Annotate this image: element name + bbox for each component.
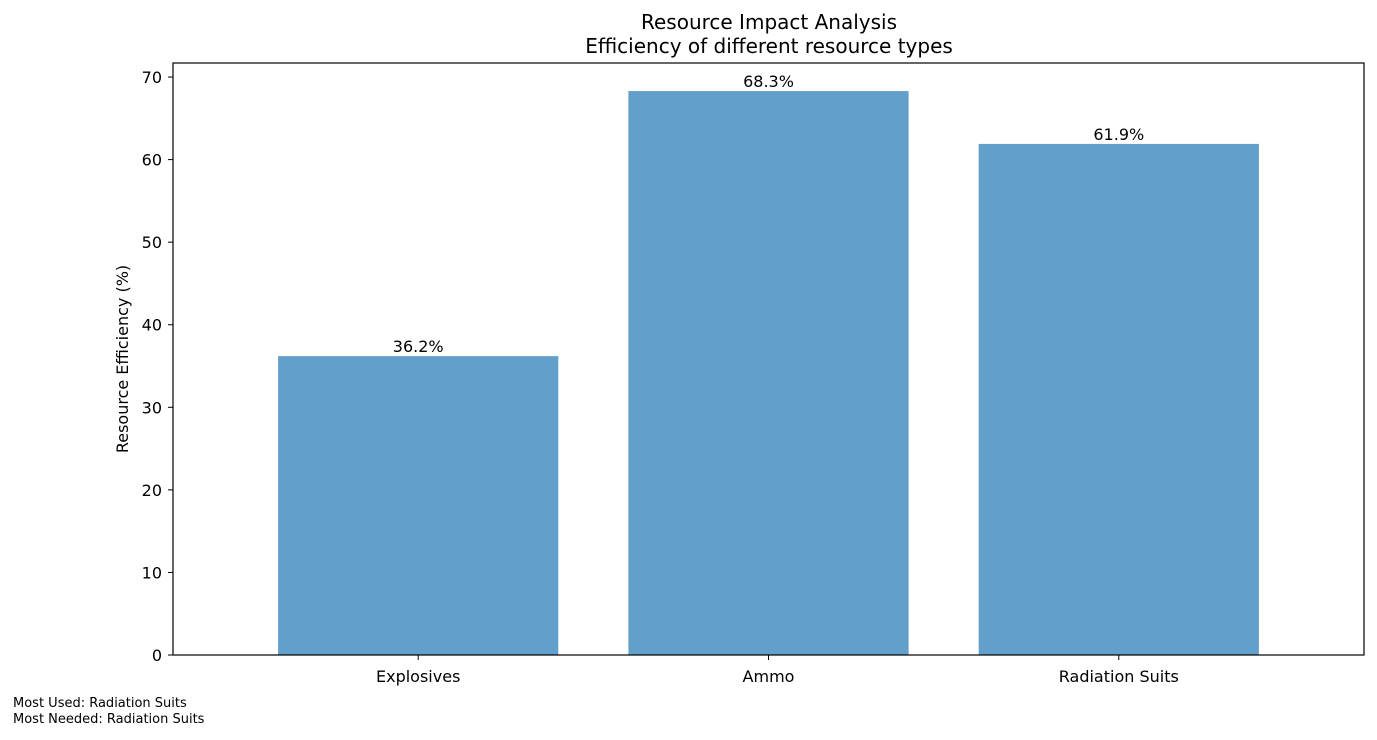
y-axis-label: Resource Efficiency (%) bbox=[113, 265, 132, 453]
y-tick-label: 0 bbox=[152, 646, 162, 665]
bar-value-label: 68.3% bbox=[743, 72, 794, 91]
chart-title: Resource Impact Analysis bbox=[641, 10, 897, 34]
bar-value-label: 36.2% bbox=[393, 337, 444, 356]
y-tick-label: 20 bbox=[142, 481, 162, 500]
x-tick-label: Radiation Suits bbox=[1059, 667, 1179, 686]
y-axis: 0 10 20 30 40 50 60 70 bbox=[142, 68, 173, 665]
bar-explosives bbox=[278, 356, 559, 655]
y-tick-label: 10 bbox=[142, 563, 162, 582]
bar-labels-group: 36.2% 68.3% 61.9% bbox=[393, 72, 1144, 356]
y-tick-label: 70 bbox=[142, 68, 162, 87]
x-tick-label: Ammo bbox=[743, 667, 795, 686]
chart-subtitle: Efficiency of different resource types bbox=[585, 34, 953, 58]
x-tick-label: Explosives bbox=[376, 667, 460, 686]
bars-group bbox=[278, 91, 1259, 656]
footer-notes: Most Used: Radiation Suits Most Needed: … bbox=[13, 696, 204, 728]
x-axis: Explosives Ammo Radiation Suits bbox=[376, 655, 1179, 686]
y-tick-label: 40 bbox=[142, 316, 162, 335]
most-used-note: Most Used: Radiation Suits bbox=[13, 696, 187, 711]
y-tick-label: 30 bbox=[142, 398, 162, 417]
bar-radiation-suits bbox=[978, 143, 1259, 655]
y-tick-label: 50 bbox=[142, 233, 162, 252]
y-tick-label: 60 bbox=[142, 151, 162, 170]
bar-value-label: 61.9% bbox=[1093, 125, 1144, 144]
most-needed-note: Most Needed: Radiation Suits bbox=[13, 712, 205, 727]
bar-ammo bbox=[628, 91, 909, 656]
